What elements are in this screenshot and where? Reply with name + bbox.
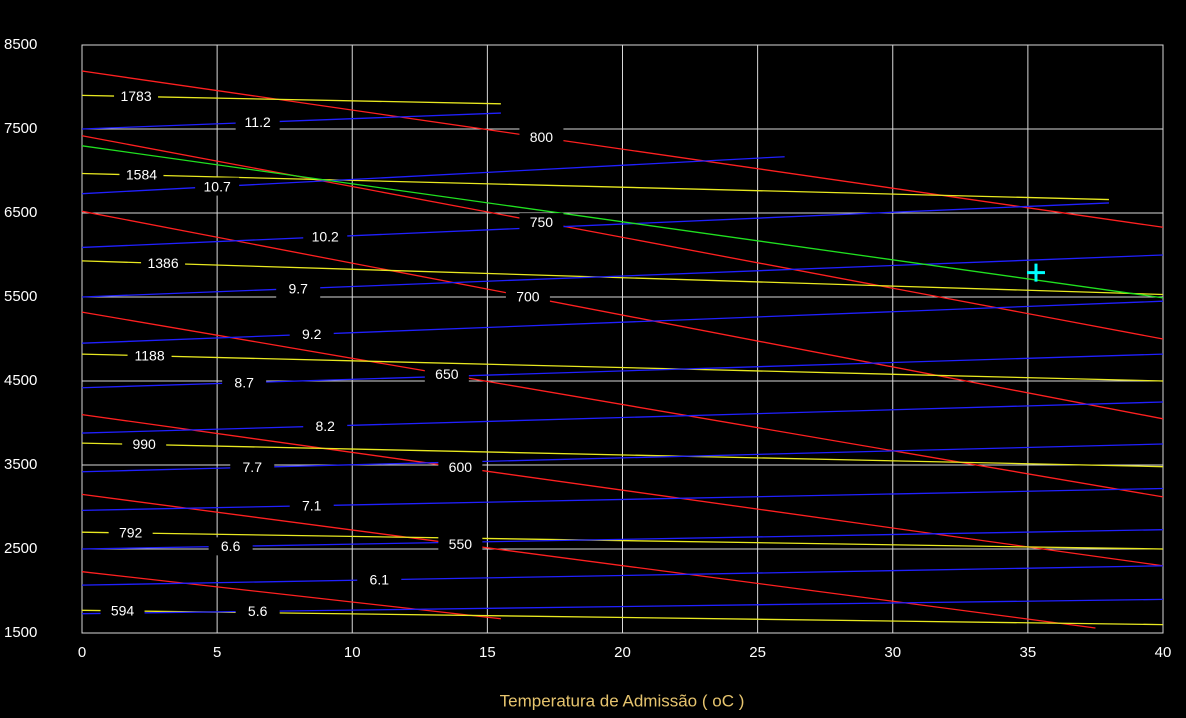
curve — [81, 487, 1164, 512]
curve-label: 594 — [111, 603, 135, 619]
x-tick-label: 30 — [884, 644, 901, 661]
label-background — [424, 365, 469, 384]
curve — [81, 254, 1164, 298]
curve-label: 1188 — [135, 348, 165, 364]
curve — [81, 70, 1164, 228]
curve — [81, 202, 1109, 249]
y-tick-label: 2500 — [4, 540, 37, 557]
curve-label: 7.1 — [302, 497, 322, 513]
curve — [81, 493, 1096, 629]
curve-label: 1584 — [126, 167, 157, 183]
curve-label: 10.2 — [312, 229, 339, 245]
curve — [81, 145, 1164, 299]
label-background — [303, 227, 348, 246]
label-background — [438, 458, 483, 477]
curve — [81, 311, 1164, 498]
label-background — [303, 417, 348, 436]
curve-label: 8.2 — [315, 418, 335, 434]
label-background — [122, 435, 167, 454]
curve-label: 8.7 — [234, 374, 254, 390]
curve-label: 6.6 — [221, 538, 241, 554]
curve — [81, 300, 1164, 344]
x-tick-label: 35 — [1020, 644, 1037, 661]
curve — [81, 529, 1164, 550]
x-tick-label: 40 — [1155, 644, 1172, 661]
label-background — [289, 496, 334, 515]
curve — [81, 571, 501, 620]
curve-label: 800 — [530, 129, 554, 145]
label-background — [114, 87, 159, 106]
label-background — [108, 523, 153, 542]
label-background — [195, 177, 240, 196]
label-background — [230, 458, 275, 477]
label-background — [235, 602, 280, 621]
x-tick-label: 25 — [749, 644, 766, 661]
curve-label: 7.7 — [243, 459, 263, 475]
curve — [81, 112, 501, 130]
curve-label: 6.1 — [370, 572, 390, 588]
curve — [81, 260, 1164, 296]
curve-label: 650 — [435, 366, 459, 382]
label-background — [505, 287, 550, 306]
curve — [81, 531, 1164, 550]
x-tick-label: 20 — [614, 644, 631, 661]
y-tick-label: 3500 — [4, 456, 37, 473]
label-background — [276, 279, 321, 298]
label-background — [222, 373, 267, 392]
curve-label: 600 — [449, 459, 473, 475]
label-background — [235, 113, 280, 132]
operating-point — [1026, 263, 1045, 282]
curve-label: 792 — [119, 525, 143, 541]
label-background — [519, 213, 564, 232]
x-tick-label: 10 — [344, 644, 361, 661]
y-tick-label: 1500 — [4, 624, 37, 641]
curve-label: 700 — [516, 289, 540, 305]
curve-label: 1386 — [147, 255, 178, 271]
curve — [81, 172, 1109, 201]
curve-label: 9.2 — [302, 326, 322, 342]
label-background — [208, 537, 253, 556]
label-background — [438, 535, 483, 554]
x-tick-label: 15 — [479, 644, 496, 661]
curve-label: 5.6 — [248, 603, 268, 619]
y-tick-label: 6500 — [4, 204, 37, 221]
curve — [81, 565, 1164, 586]
label-background — [357, 570, 402, 589]
curve-label: 550 — [449, 536, 473, 552]
x-tick-label: 0 — [78, 644, 86, 661]
y-tick-label: 7500 — [4, 120, 37, 137]
curve-label: 990 — [132, 436, 156, 452]
curve — [81, 135, 1164, 340]
curve — [81, 442, 1164, 468]
curve — [81, 413, 1164, 567]
curve-label: 750 — [530, 214, 554, 230]
x-tick-label: 5 — [213, 644, 221, 661]
label-background — [127, 346, 172, 365]
curve — [81, 210, 1164, 420]
y-tick-label: 4500 — [4, 372, 37, 389]
curve-label: 9.7 — [288, 280, 308, 296]
label-background — [289, 325, 334, 344]
label-background — [519, 128, 564, 147]
x-axis-label: Temperatura de Admissão ( oC ) — [500, 691, 745, 710]
curve — [81, 401, 1164, 434]
y-tick-label: 5500 — [4, 288, 37, 305]
label-background — [119, 166, 164, 185]
curve-label: 10.7 — [204, 178, 231, 194]
curve-label: 1783 — [120, 88, 151, 104]
label-background — [141, 254, 186, 273]
y-tick-label: 8500 — [4, 36, 37, 53]
curve-label: 11.2 — [245, 114, 271, 130]
label-background — [100, 601, 145, 620]
curve — [81, 353, 1164, 382]
